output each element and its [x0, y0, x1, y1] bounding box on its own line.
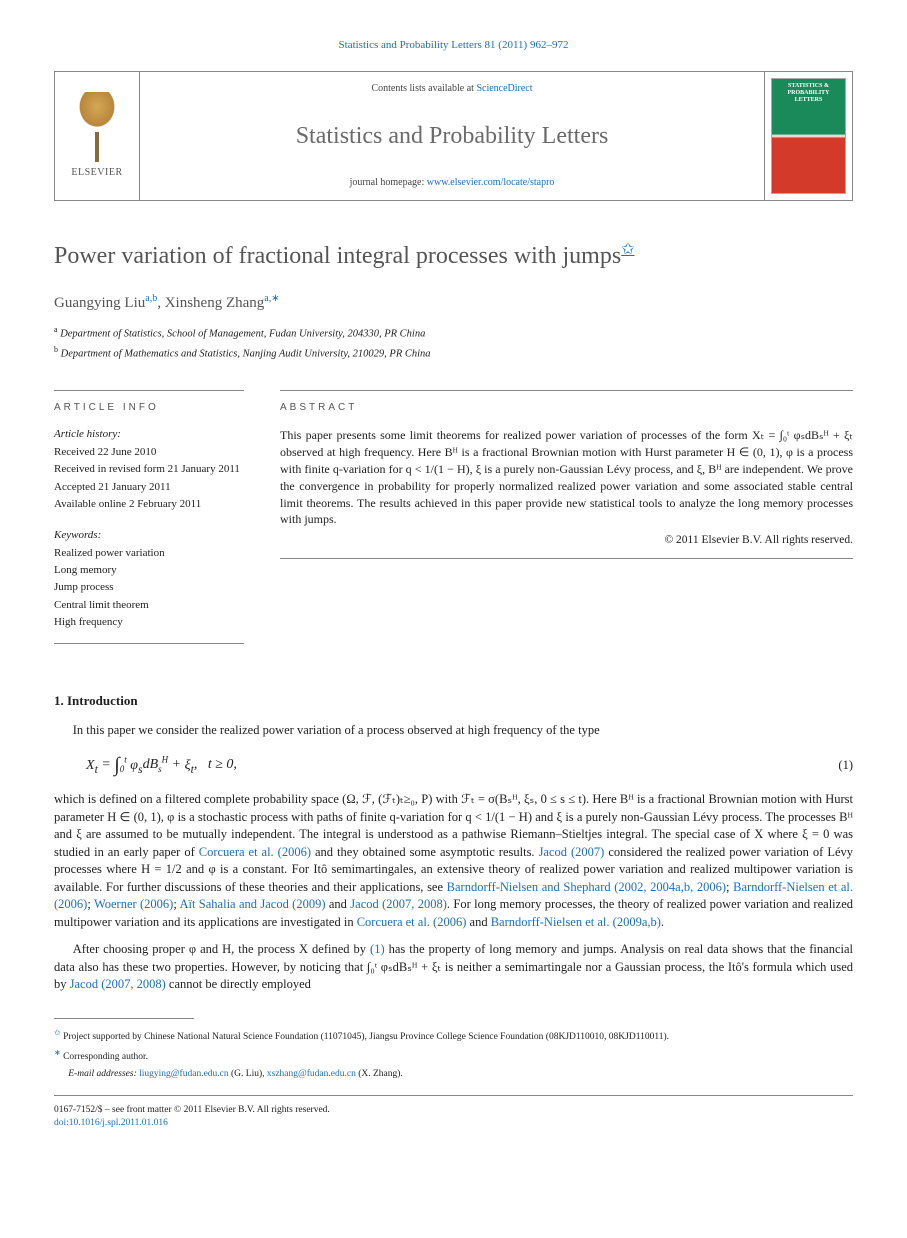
affiliation-b: b Department of Mathematics and Statisti… [54, 344, 853, 362]
abstract-copyright: © 2011 Elsevier B.V. All rights reserved… [280, 532, 853, 548]
email-1-who: (G. Liu), [229, 1069, 267, 1079]
intro-p1: In this paper we consider the realized p… [54, 722, 853, 740]
affiliations: a Department of Statistics, School of Ma… [54, 324, 853, 362]
history-label: Article history: [54, 427, 244, 442]
meta-row: ARTICLE INFO Article history: Received 2… [54, 390, 853, 659]
abstract-text: This paper presents some limit theorems … [280, 427, 853, 528]
ref-woerner-2006[interactable]: Woerner (2006) [94, 897, 173, 911]
contents-line: Contents lists available at ScienceDirec… [160, 82, 744, 96]
author-2-corr-link[interactable]: ∗ [271, 293, 279, 304]
received-date: Received 22 June 2010 [54, 445, 244, 460]
homepage-line: journal homepage: www.elsevier.com/locat… [160, 176, 744, 190]
elsevier-label: ELSEVIER [71, 166, 122, 180]
ref-bn-2009ab[interactable]: Barndorff-Nielsen et al. (2009a,b) [491, 915, 661, 929]
article-history: Article history: Received 22 June 2010 R… [54, 427, 244, 512]
title-text: Power variation of fractional integral p… [54, 243, 621, 269]
ref-jacod-2007-2008[interactable]: Jacod (2007, 2008) [350, 897, 447, 911]
ref-jacod-2007[interactable]: Jacod (2007) [539, 845, 605, 859]
cover-image-text: STATISTICS & PROBABILITY LETTERS [772, 79, 845, 107]
cover-image: STATISTICS & PROBABILITY LETTERS [771, 78, 846, 194]
accepted-date: Accepted 21 January 2011 [54, 480, 244, 495]
abstract-heading: ABSTRACT [280, 390, 853, 415]
online-date: Available online 2 February 2011 [54, 497, 244, 512]
equation-1-number: (1) [838, 757, 853, 775]
p2-i: and [466, 915, 490, 929]
email-label: E-mail addresses: [68, 1069, 139, 1079]
contents-prefix: Contents lists available at [371, 83, 476, 94]
footnote-funding: ✩ Project supported by Chinese National … [54, 1027, 853, 1044]
intro-p2: which is defined on a filtered complete … [54, 791, 853, 931]
p2-j: . [661, 915, 664, 929]
footnote-corr-text: Corresponding author. [61, 1052, 148, 1062]
keyword-2: Long memory [54, 563, 244, 578]
footnote-funding-symbol: ✩ [54, 1028, 61, 1037]
p2-e: ; [87, 897, 94, 911]
ref-eq1[interactable]: (1) [370, 942, 385, 956]
header-box: ELSEVIER Contents lists available at Sci… [54, 71, 853, 201]
email-2-who: (X. Zhang). [356, 1069, 403, 1079]
journal-reference: Statistics and Probability Letters 81 (2… [54, 38, 853, 53]
homepage-link[interactable]: www.elsevier.com/locate/stapro [427, 177, 555, 188]
title-footnote-link[interactable]: ✩ [621, 241, 634, 258]
email-1-link[interactable]: liugying@fudan.edu.cn [139, 1069, 228, 1079]
ref-corcuera-2006b[interactable]: Corcuera et al. (2006) [357, 915, 467, 929]
keyword-3: Jump process [54, 580, 244, 595]
article-info-heading: ARTICLE INFO [54, 390, 244, 415]
front-matter-line: 0167-7152/$ – see front matter © 2011 El… [54, 1104, 853, 1117]
keywords: Keywords: Realized power variation Long … [54, 528, 244, 643]
doi-link[interactable]: 10.1016/j.spl.2011.01.016 [69, 1118, 168, 1128]
equation-1: Xt = ∫0t φsdBsH + ξt, t ≥ 0, [86, 751, 838, 779]
article-title: Power variation of fractional integral p… [54, 239, 853, 274]
keyword-1: Realized power variation [54, 546, 244, 561]
ref-corcuera-2006[interactable]: Corcuera et al. (2006) [199, 845, 311, 859]
header-center: Contents lists available at ScienceDirec… [140, 72, 764, 200]
authors: Guangying Liua,b, Xinsheng Zhanga,∗ [54, 292, 853, 314]
ref-jacod-2007-2008b[interactable]: Jacod (2007, 2008) [70, 977, 166, 991]
footnote-funding-text: Project supported by Chinese National Na… [61, 1032, 669, 1042]
keywords-label: Keywords: [54, 528, 244, 543]
intro-p3: After choosing proper φ and H, the proce… [54, 941, 853, 994]
journal-name: Statistics and Probability Letters [160, 120, 744, 154]
doi-block: 0167-7152/$ – see front matter © 2011 El… [54, 1104, 853, 1131]
keyword-5: High frequency [54, 615, 244, 630]
elsevier-logo: ELSEVIER [55, 72, 140, 200]
footnote-corresponding: ∗ Corresponding author. [54, 1047, 853, 1064]
bottom-separator [54, 1095, 853, 1096]
author-1-affil-link[interactable]: a,b [145, 293, 157, 304]
p3-a: After choosing proper φ and H, the proce… [73, 942, 370, 956]
abstract-block: ABSTRACT This paper presents some limit … [280, 390, 853, 659]
affiliation-b-text: Department of Mathematics and Statistics… [61, 349, 431, 360]
footnote-separator [54, 1018, 194, 1019]
cover-thumbnail: STATISTICS & PROBABILITY LETTERS [764, 72, 852, 200]
article-info: ARTICLE INFO Article history: Received 2… [54, 390, 244, 659]
p2-g: and [326, 897, 351, 911]
affiliation-a-text: Department of Statistics, School of Mana… [60, 328, 425, 339]
elsevier-tree-icon [67, 92, 127, 162]
author-2: Xinsheng Zhang [165, 295, 265, 311]
revised-date: Received in revised form 21 January 2011 [54, 462, 244, 477]
affiliation-a: a Department of Statistics, School of Ma… [54, 324, 853, 342]
keyword-4: Central limit theorem [54, 598, 244, 613]
doi-label[interactable]: doi: [54, 1118, 69, 1128]
p2-b: and they obtained some asymptotic result… [311, 845, 539, 859]
ref-aitsahalia-2009[interactable]: Aït Sahalia and Jacod (2009) [179, 897, 325, 911]
footnote-corr-symbol: ∗ [54, 1048, 61, 1057]
footnote-emails: E-mail addresses: liugying@fudan.edu.cn … [54, 1068, 853, 1081]
page: Statistics and Probability Letters 81 (2… [0, 0, 907, 1161]
ref-bns-2002[interactable]: Barndorff-Nielsen and Shephard (2002, 20… [447, 880, 726, 894]
email-2-link[interactable]: xszhang@fudan.edu.cn [267, 1069, 356, 1079]
homepage-prefix: journal homepage: [350, 177, 427, 188]
p3-c: cannot be directly employed [166, 977, 311, 991]
equation-1-row: Xt = ∫0t φsdBsH + ξt, t ≥ 0, (1) [86, 751, 853, 779]
section-1-heading: 1. Introduction [54, 692, 853, 710]
sciencedirect-link[interactable]: ScienceDirect [476, 83, 532, 94]
author-1: Guangying Liu [54, 295, 145, 311]
